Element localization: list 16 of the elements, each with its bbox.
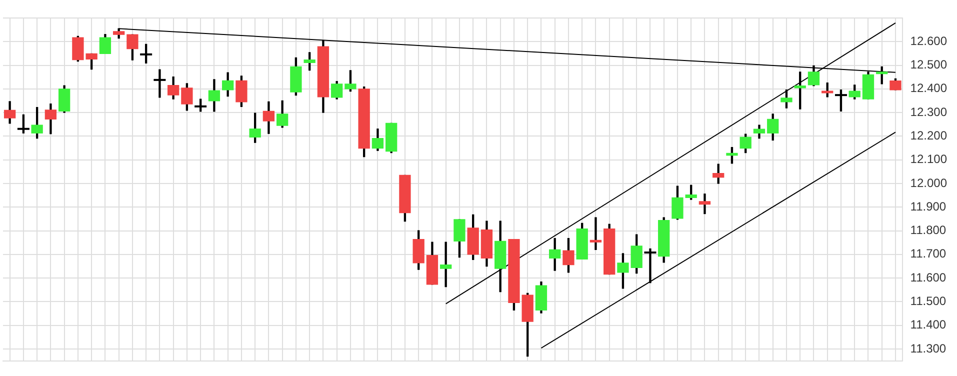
y-tick-label: 12.200 xyxy=(910,128,948,143)
y-tick-label: 11.600 xyxy=(910,270,946,284)
candlestick xyxy=(698,194,711,214)
y-tick-label: 12.600 xyxy=(910,34,948,48)
y-tick-label: 11.800 xyxy=(910,223,946,238)
y-tick-label: 11.700 xyxy=(910,246,946,261)
y-tick-label: 11.300 xyxy=(910,341,946,356)
y-tick-label: 12.300 xyxy=(910,104,948,119)
y-tick-label: 12.100 xyxy=(910,152,948,166)
y-tick-label: 11.400 xyxy=(910,318,946,332)
y-tick-label: 11.900 xyxy=(910,199,946,214)
candlestick xyxy=(590,217,602,250)
y-tick-label: 12.000 xyxy=(910,176,948,190)
y-tick-label: 12.400 xyxy=(910,81,948,96)
y-tick-label: 11.500 xyxy=(910,294,946,308)
y-tick-label: 12.500 xyxy=(910,58,948,72)
